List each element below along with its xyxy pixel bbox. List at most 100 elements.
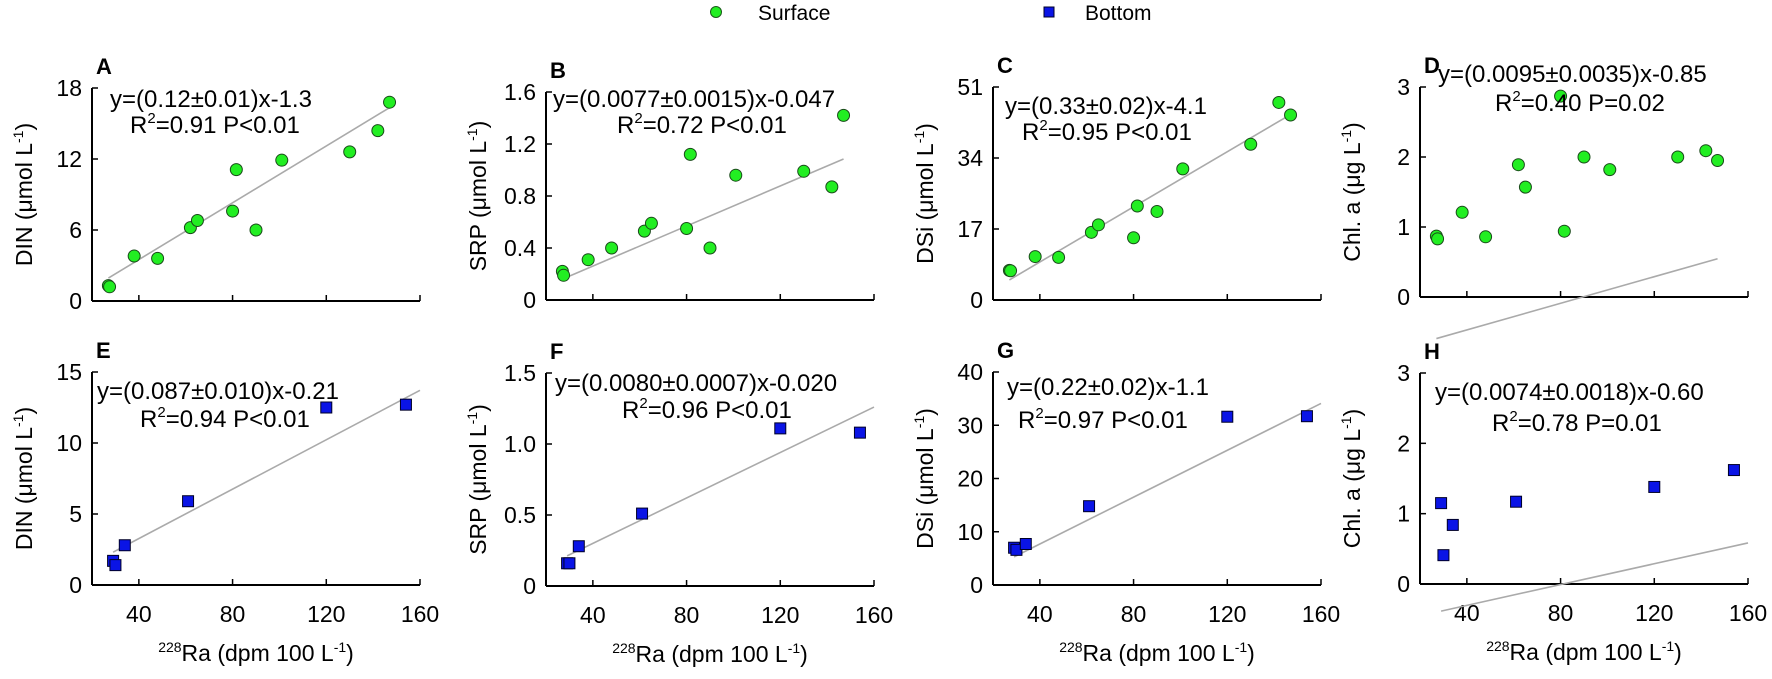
superscript: 2 [157,404,165,421]
data-point-bottom [1019,537,1032,550]
data-point-surface [1431,232,1445,246]
text-span: R [1492,410,1509,437]
x-axis-label: 228Ra (dpm 100 L-1) [1059,639,1255,666]
y-tick-label: 3 [1397,74,1410,100]
y-tick-label: 0 [523,287,536,313]
panel-label: E [96,338,111,363]
y-tick-label: 34 [957,145,983,171]
y-tick-label: 0 [1397,571,1410,597]
text-span: ) [912,408,938,416]
regression-equation: y=(0.22±0.02)x-1.1 [1007,374,1209,401]
y-tick-label: 1.0 [504,431,536,457]
data-point-surface [1091,218,1105,232]
y-tick-label: 0 [1397,284,1410,310]
superscript: 2 [639,395,647,412]
superscript: 2 [1512,88,1520,105]
data-point-surface [1711,154,1725,167]
r-squared-text: R2=0.96 P<0.01 [622,395,792,424]
regression-equation: y=(0.12±0.01)x-1.3 [110,86,312,113]
data-point-surface [1244,137,1258,151]
x-axis-label: 228Ra (dpm 100 L-1) [158,639,354,666]
regression-line [112,389,421,553]
data-point-surface [343,145,357,159]
panel-d: D 0 1 2 3 Chl. a (μg L-1) y=(0.0095±0.0035)x-0… [1338,53,1749,340]
data-point-surface [229,163,243,177]
data-point-surface [1004,264,1018,278]
data-point-bottom [1648,480,1661,493]
x-tick-label: 40 [1027,601,1053,627]
data-point-surface [127,249,141,263]
data-point-surface [683,147,697,161]
regression-equation: y=(0.087±0.010)x-0.21 [97,378,339,405]
text-span: ) [465,121,491,129]
data-point-surface [703,241,717,255]
panel-label: C [997,53,1013,78]
data-point-surface [1557,224,1571,238]
data-point-surface [275,153,289,167]
superscript: 2 [1509,408,1517,425]
data-point-bottom [636,507,649,520]
data-point-bottom [118,539,131,552]
data-point-surface [581,253,595,267]
superscript: 228 [1486,638,1510,654]
y-tick-label: 0.8 [504,183,536,209]
x-tick-label: 120 [1208,601,1246,627]
regression-equation: y=(0.0077±0.0015)x-0.047 [553,86,835,113]
regression-line [566,406,875,557]
superscript: -1 [1338,416,1354,429]
data-point-surface [729,168,743,182]
panel-c: C 0 17 34 51 DSi (μmol L-1) y=(0.33±0.02)x-4.1… [911,53,1322,313]
r-squared-text: R2=0.91 P<0.01 [130,110,300,139]
data-point-surface [1518,180,1532,194]
text-span: ) [912,123,938,131]
r-squared-text: R2=0.95 P<0.01 [1022,117,1192,146]
data-point-surface [1554,89,1568,103]
data-point-surface [1671,150,1685,164]
data-point-surface [151,251,165,265]
superscript: 228 [612,640,636,656]
panel-b: B 0 0.4 0.8 1.2 1.6 SRP (μmol L-1) y=(0.0077±0.… [464,58,875,313]
text-span: DSi (μmol L [912,143,938,264]
legend-bottom-label: Bottom [1085,2,1152,25]
text-span: Chl. a (μg L [1339,429,1365,549]
x-tick-label: 40 [580,602,606,628]
text-span: Ra (dpm 100 L [636,641,788,667]
x-tick-label: 120 [1635,600,1673,626]
text-span: =0.78 P=0.01 [1518,410,1662,437]
y-axis-label: SRP (μmol L-1) [464,121,491,272]
text-span: R [622,397,639,424]
text-span: ) [1339,122,1365,130]
regression-line [1440,542,1749,612]
data-point-surface [371,124,385,138]
y-tick-label: 1.5 [504,360,536,386]
panel-label: A [96,54,112,79]
regression-equation: y=(0.0074±0.0018)x-0.60 [1435,379,1704,406]
superscript: -1 [10,414,26,427]
data-point-surface [1150,204,1164,218]
text-span: ) [465,404,491,412]
data-point-surface [825,180,839,194]
y-tick-label: 2 [1397,430,1410,456]
y-axis-label: DIN (μmol L-1) [10,123,37,266]
r-squared-text: R2=0.72 P<0.01 [617,110,787,139]
regression-equation: y=(0.33±0.02)x-4.1 [1005,93,1207,120]
data-point-bottom [1083,500,1096,513]
x-tick-label: 80 [1548,600,1574,626]
y-axis-label: DSi (μmol L-1) [911,408,938,549]
y-axis-label: SRP (μmol L-1) [464,404,491,555]
y-axis-label: DSi (μmol L-1) [911,123,938,264]
text-span: Chl. a (μg L [1339,142,1365,262]
text-span: R [1495,90,1512,117]
text-span: =0.40 P=0.02 [1521,90,1665,117]
text-span: R [140,406,157,433]
superscript: 228 [158,639,182,655]
y-tick-label: 5 [69,501,82,527]
data-point-surface [1455,205,1469,219]
superscript: -1 [334,639,347,655]
superscript: -1 [911,131,927,144]
data-point-bottom [1300,410,1313,423]
data-point-surface [226,204,240,218]
text-span: R [1018,407,1035,434]
